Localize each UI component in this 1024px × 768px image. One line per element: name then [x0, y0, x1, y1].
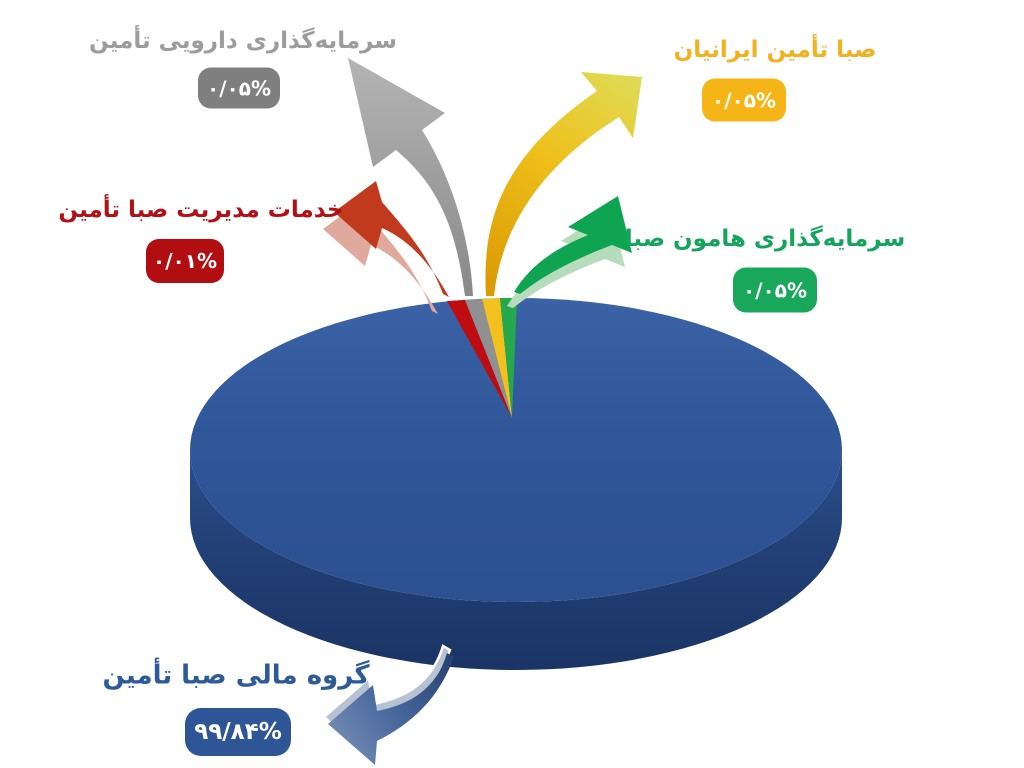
value-badge-iranian: ۰/۰۵% [702, 78, 786, 122]
callout-label-pharma: سرمایه‌گذاری دارویی تأمین [89, 28, 397, 55]
green-arrow [514, 196, 632, 294]
value-badge-management: ۰/۰۱% [146, 239, 224, 283]
callout-label-hamoon: سرمایه‌گذاری هامون صبا [624, 226, 906, 253]
pie-slice-red [447, 300, 512, 418]
gray-arrow [348, 58, 473, 296]
value-badge-pharma: ۰/۰۵% [198, 67, 280, 109]
callout-label-main-group: گروه مالی صبا تأمین [102, 660, 370, 691]
pie-slice-yellow [482, 298, 512, 418]
pie-slice-main-blue [190, 298, 842, 602]
blue-arrow [328, 653, 454, 765]
pie-side-face [190, 450, 842, 670]
pie-slice-green [500, 297, 517, 418]
value-badge-main-group: ۹۹/۸۴% [185, 708, 291, 756]
red-arrow [334, 181, 449, 297]
callout-label-management: خدمات مدیریت صبا تأمین [58, 197, 344, 224]
pie-slice-gray [465, 299, 512, 418]
value-badge-hamoon: ۰/۰۵% [733, 267, 817, 313]
callout-label-iranian: صبا تأمین ایرانیان [673, 37, 877, 64]
yellow-arrow [485, 72, 642, 296]
